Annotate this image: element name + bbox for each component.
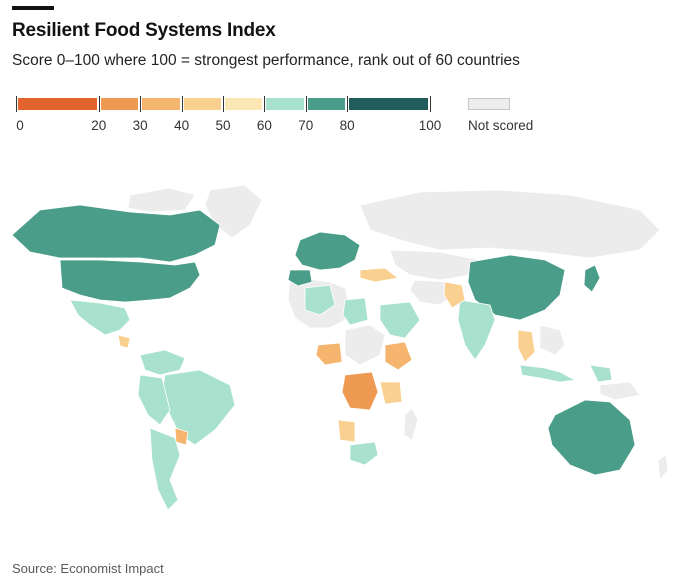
legend-tick bbox=[430, 96, 431, 112]
legend-label: 100 bbox=[418, 118, 442, 133]
region-argentina-chile bbox=[149, 427, 181, 511]
legend-label: 70 bbox=[298, 118, 314, 133]
legend-tick bbox=[305, 96, 307, 112]
region-japan bbox=[583, 264, 601, 293]
legend-label: 60 bbox=[256, 118, 272, 133]
region-egypt bbox=[342, 297, 369, 326]
legend-tick bbox=[140, 96, 142, 112]
region-nigeria bbox=[315, 342, 343, 366]
region-sea-islands bbox=[589, 364, 613, 383]
legend-tick bbox=[181, 96, 183, 112]
legend-swatch-60–70 bbox=[266, 98, 304, 110]
region-spain bbox=[287, 269, 313, 287]
land-central-asia bbox=[389, 249, 481, 281]
region-ethiopia bbox=[384, 341, 413, 371]
region-australia bbox=[547, 399, 636, 476]
legend-label: 30 bbox=[132, 118, 148, 133]
region-canada bbox=[11, 204, 221, 263]
land-russia-north bbox=[359, 189, 661, 259]
legend-tick bbox=[347, 96, 349, 112]
region-algeria bbox=[304, 284, 336, 316]
land-mid-africa-grey bbox=[344, 324, 386, 366]
legend-swatch-20–30 bbox=[100, 98, 139, 110]
region-pakistan bbox=[443, 281, 466, 309]
region-tanzania bbox=[379, 381, 403, 405]
land-madagascar bbox=[403, 407, 419, 441]
region-mexico bbox=[69, 299, 131, 336]
legend-swatch-not-scored bbox=[468, 98, 510, 110]
region-paraguay bbox=[174, 427, 189, 446]
region-indonesia bbox=[519, 364, 577, 383]
chart-subtitle: Score 0–100 where 100 = strongest perfor… bbox=[12, 52, 520, 69]
region-brazil bbox=[161, 369, 236, 446]
legend-swatch-50–60 bbox=[225, 98, 263, 110]
region-peru-bolivia bbox=[137, 374, 171, 426]
legend-label: 80 bbox=[339, 118, 355, 133]
region-saudi-arabia bbox=[379, 301, 421, 339]
title-rule bbox=[12, 6, 54, 10]
legend-swatch-70–80 bbox=[307, 98, 346, 110]
legend-label: 40 bbox=[174, 118, 190, 133]
region-western-europe bbox=[294, 231, 361, 271]
world-map bbox=[11, 184, 669, 511]
legend-label: 20 bbox=[91, 118, 107, 133]
region-venezuela-colombia bbox=[139, 349, 186, 376]
legend-label-not-scored: Not scored bbox=[468, 118, 534, 133]
land-png bbox=[599, 381, 641, 401]
legend-tick bbox=[98, 96, 100, 112]
legend-tick bbox=[223, 96, 224, 112]
region-dr-congo bbox=[341, 371, 379, 411]
land-ne-canada-islands bbox=[127, 187, 196, 213]
legend-swatch-30–40 bbox=[142, 98, 180, 110]
region-turkey bbox=[359, 267, 399, 283]
legend-label: 50 bbox=[215, 118, 231, 133]
region-thailand bbox=[517, 329, 536, 363]
region-central-america bbox=[117, 334, 131, 349]
region-angola bbox=[337, 419, 356, 443]
chart-title: Resilient Food Systems Index bbox=[12, 20, 276, 41]
legend-tick bbox=[16, 96, 17, 112]
legend-label: 0 bbox=[16, 118, 24, 133]
legend-tick bbox=[264, 96, 266, 112]
land-seasia-grey bbox=[539, 324, 566, 356]
region-india bbox=[457, 299, 496, 361]
legend-swatch-80–100 bbox=[349, 98, 428, 110]
land-newzealand bbox=[657, 454, 669, 482]
region-south-africa bbox=[349, 441, 379, 466]
source-note: Source: Economist Impact bbox=[12, 561, 164, 576]
legend-swatch-0–20 bbox=[18, 98, 97, 110]
legend-swatch-40–50 bbox=[183, 98, 221, 110]
region-usa bbox=[59, 259, 201, 303]
region-china bbox=[467, 254, 566, 321]
color-legend: 0 20 30 40 50 60 70 80 100 Not scored bbox=[0, 96, 560, 136]
